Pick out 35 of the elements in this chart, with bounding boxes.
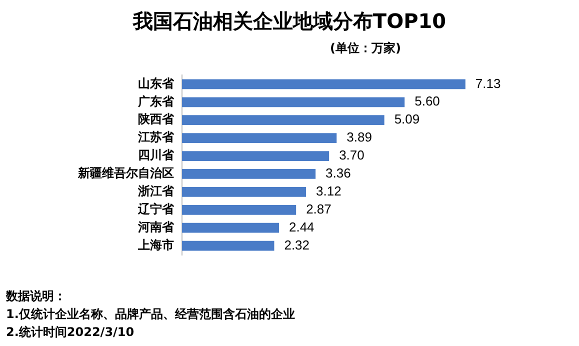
text: 2.统计时间2022/3/10 (6, 324, 136, 341)
y-tick-label: 四川省 (138, 148, 175, 162)
text: 数据说明： (6, 288, 67, 305)
bar (182, 79, 466, 90)
data-label: 5.60 (414, 94, 440, 109)
y-tick-label: 广东省 (137, 94, 175, 108)
bar (182, 133, 337, 143)
data-label: 5.09 (394, 112, 420, 127)
y-tick-label: 陕西省 (138, 112, 175, 126)
bar (182, 187, 306, 197)
y-tick-label: 江苏省 (137, 130, 175, 144)
chart-subtitle: (单位：万家) (330, 40, 401, 57)
bar (182, 97, 405, 108)
bar (182, 115, 384, 126)
data-label: 2.87 (306, 201, 332, 216)
y-tick-label: 河南省 (137, 220, 175, 234)
data-label: 3.89 (346, 130, 372, 145)
chart-title: 我国石油相关企业地域分布TOP10 (132, 8, 448, 35)
data-label: 2.32 (284, 237, 310, 252)
y-tick-label: 浙江省 (137, 184, 175, 198)
bar (182, 222, 279, 233)
text: 1.仅统计企业名称、品牌产品、经营范围含石油的企业 (6, 306, 295, 323)
bar (182, 240, 274, 251)
y-tick-label: 新疆维吾尔自治区 (77, 166, 174, 180)
bar (182, 151, 330, 161)
data-label: 2.44 (288, 219, 314, 234)
y-tick-label: 上海市 (137, 238, 174, 252)
y-tick-label: 辽宁省 (137, 202, 175, 216)
bar (182, 169, 316, 179)
data-label: 3.70 (339, 148, 364, 163)
data-label: 3.36 (326, 166, 351, 181)
bar (182, 204, 296, 215)
data-label: 7.13 (475, 76, 501, 91)
data-label: 3.12 (316, 184, 342, 199)
y-tick-label: 山东省 (138, 76, 175, 90)
